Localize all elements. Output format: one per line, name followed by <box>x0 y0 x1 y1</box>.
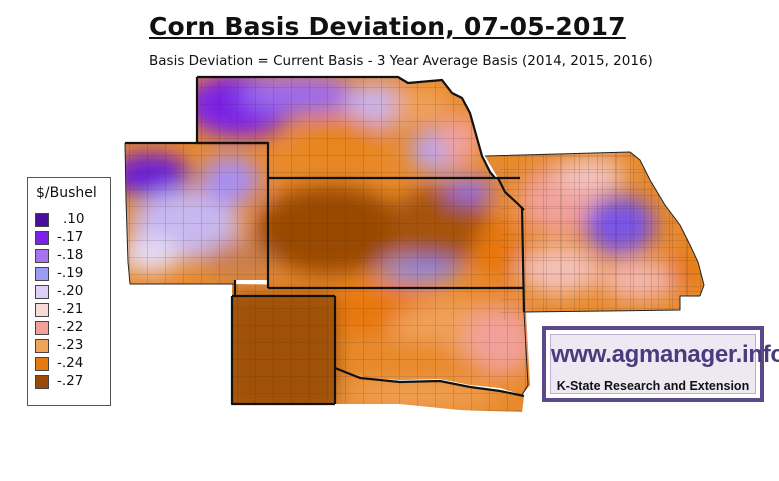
legend-item: -.21 <box>35 301 109 319</box>
legend-swatch <box>35 357 49 371</box>
legend-swatch <box>35 339 49 353</box>
logo-org-text: K-State Research and Extension <box>556 379 750 393</box>
legend-swatch <box>35 231 49 245</box>
logo-url-text: www.agmanager.info <box>551 341 779 368</box>
legend-swatch <box>35 267 49 281</box>
legend-title: $/Bushel <box>36 185 97 201</box>
legend-label: -.17 <box>57 229 84 245</box>
legend: $/Bushel .10 -.17 -.18 -.19 -.20 -.21 -.… <box>27 177 111 406</box>
legend-item: -.20 <box>35 283 109 301</box>
legend-label: .10 <box>63 211 85 227</box>
legend-item: -.17 <box>35 229 109 247</box>
agmanager-logo: www.agmanager.info K-State Research and … <box>542 326 779 402</box>
legend-swatch <box>35 321 49 335</box>
legend-label: -.19 <box>57 265 84 281</box>
legend-swatch <box>35 285 49 299</box>
legend-item: -.22 <box>35 319 109 337</box>
legend-swatch <box>35 213 49 227</box>
legend-label: -.24 <box>57 355 84 371</box>
legend-item: .10 <box>35 211 109 229</box>
legend-label: -.22 <box>57 319 84 335</box>
legend-item: -.19 <box>35 265 109 283</box>
legend-item: -.18 <box>35 247 109 265</box>
legend-item: -.27 <box>35 373 109 391</box>
map-title: Corn Basis Deviation, 07-05-2017 <box>149 12 626 41</box>
legend-swatch <box>35 375 49 389</box>
legend-swatch <box>35 249 49 263</box>
legend-item: -.24 <box>35 355 109 373</box>
legend-label: -.23 <box>57 337 84 353</box>
legend-label: -.20 <box>57 283 84 299</box>
map-subtitle: Basis Deviation = Current Basis - 3 Year… <box>149 53 653 69</box>
legend-item: -.23 <box>35 337 109 355</box>
legend-label: -.27 <box>57 373 84 389</box>
legend-label: -.21 <box>57 301 84 317</box>
logo-panel: www.agmanager.info K-State Research and … <box>550 334 779 394</box>
legend-swatch <box>35 303 49 317</box>
legend-label: -.18 <box>57 247 84 263</box>
